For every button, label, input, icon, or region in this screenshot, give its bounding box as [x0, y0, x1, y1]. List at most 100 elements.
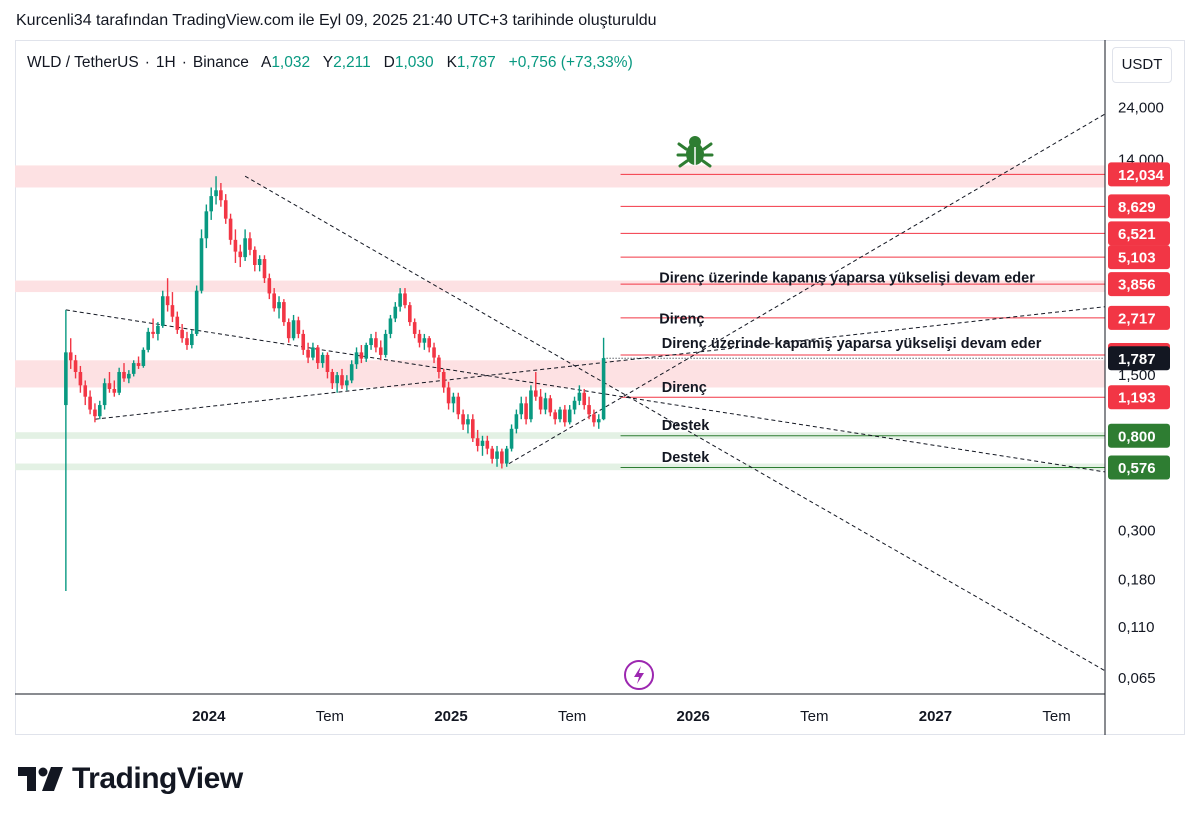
price-badge-0-bg[interactable]	[1108, 162, 1170, 187]
open-value: 1,032	[271, 54, 311, 71]
trendline-1[interactable]	[94, 306, 1106, 420]
symbol-interval[interactable]: 1H	[155, 54, 176, 71]
x-tick-label-1: Tem	[316, 708, 344, 725]
candle-body-36	[238, 251, 243, 258]
last-price-badge-bg[interactable]	[1108, 346, 1170, 371]
high-label: Y	[322, 54, 334, 71]
candle-body-64	[374, 338, 378, 348]
price-badge-7-bg[interactable]	[1108, 385, 1170, 410]
candle-body-76	[432, 347, 436, 358]
candle-body-70	[403, 293, 407, 306]
candle-body-44	[277, 302, 281, 309]
candle-body-51	[311, 347, 315, 358]
y-tick-label-0: 24,000	[1118, 100, 1164, 117]
trendline-2[interactable]	[244, 175, 1106, 672]
annotation-label-5[interactable]: Destek	[662, 450, 710, 466]
annotation-label-1[interactable]: Direnç	[659, 312, 704, 328]
candle-body-98	[538, 396, 543, 410]
candle-body-35	[233, 239, 238, 252]
trendline-3[interactable]	[508, 113, 1106, 464]
y-tick-label-4: 0,300	[1118, 522, 1156, 539]
candle-body-19	[156, 325, 160, 334]
candle-body-43	[272, 293, 276, 309]
open-label: A	[260, 54, 272, 71]
candle-body-102	[558, 409, 562, 420]
candle-body-59	[349, 364, 354, 381]
annotation-label-2[interactable]: Direnç üzerinde kapamış yaparsa yükseliş…	[662, 336, 1042, 352]
candle-body-46	[286, 322, 291, 339]
price-badge-1-label: 8,629	[1118, 199, 1156, 216]
candle-body-52	[315, 347, 320, 364]
candle-body-89	[495, 451, 499, 459]
candle-body-10	[112, 388, 117, 393]
candle-body-82	[461, 414, 465, 425]
candle-body-101	[553, 412, 557, 420]
lightning-icon[interactable]	[624, 660, 654, 690]
last-price-badge-label: 1,787	[1118, 351, 1156, 368]
candle-body-47	[291, 320, 296, 339]
price-badge-8-label: 0,800	[1118, 428, 1156, 445]
candle-body-111	[601, 358, 606, 420]
candle-body-58	[345, 380, 349, 386]
candle-body-62	[364, 345, 369, 359]
bug-icon[interactable]	[676, 136, 714, 168]
axes-layer	[15, 40, 1106, 735]
annotation-label-0[interactable]: Direnç üzerinde kapanış yaparsa yükseliş…	[659, 270, 1035, 286]
x-tick-label-5: Tem	[800, 708, 828, 725]
candle-body-105	[572, 400, 577, 410]
price-badge-5-label: 2,717	[1118, 310, 1156, 327]
candle-body-67	[388, 318, 393, 334]
candle-body-32	[219, 190, 223, 201]
annotations-layer: Direnç üzerinde kapanış yaparsa yükseliş…	[659, 270, 1041, 466]
candle-body-14	[131, 363, 136, 374]
candle-body-100	[548, 398, 553, 413]
price-badge-8-bg[interactable]	[1108, 423, 1170, 448]
candle-body-65	[378, 347, 383, 355]
candle-body-13	[127, 373, 131, 379]
candle-body-109	[592, 414, 596, 423]
candle-body-34	[228, 218, 233, 240]
candle-body-106	[577, 392, 582, 401]
candle-body-7	[97, 405, 102, 417]
x-tick-label-6: 2027	[919, 708, 952, 725]
candle-body-38	[248, 238, 252, 250]
candle-body-71	[408, 305, 412, 323]
price-badge-3-bg[interactable]	[1108, 245, 1170, 270]
symbol-exchange: Binance	[192, 54, 249, 71]
candle-body-63	[369, 338, 373, 346]
candle-body-49	[301, 333, 306, 350]
candle-body-18	[151, 331, 155, 334]
tradingview-logo-text: TradingView	[72, 762, 243, 795]
high-value: 2,211	[333, 54, 371, 71]
candle-body-55	[330, 371, 335, 384]
price-badge-7-label: 1,193	[1118, 390, 1156, 407]
candle-body-54	[325, 354, 330, 372]
candle-body-94	[519, 403, 524, 415]
candle-body-81	[456, 396, 461, 415]
price-levels-layer	[603, 173, 1105, 468]
change-value: +0,756 (+73,33%)	[508, 54, 633, 71]
currency-button[interactable]: USDT	[1112, 47, 1172, 83]
candle-body-24	[180, 329, 184, 339]
candle-body-20	[160, 296, 165, 326]
candle-body-42	[267, 278, 272, 294]
candle-body-12	[122, 371, 126, 379]
price-badge-5-bg[interactable]	[1108, 305, 1170, 330]
trendline-0[interactable]	[65, 309, 1106, 473]
candle-body-23	[175, 316, 180, 330]
candle-body-110	[596, 419, 601, 423]
annotation-label-3[interactable]: Direnç	[662, 380, 707, 396]
candle-body-75	[427, 338, 431, 348]
candle-body-4	[83, 385, 88, 397]
candle-body-87	[485, 440, 490, 449]
price-badge-2-bg[interactable]	[1108, 221, 1170, 246]
symbol-pair[interactable]: WLD / TetherUS	[27, 54, 139, 71]
price-badge-1-bg[interactable]	[1108, 194, 1170, 219]
tradingview-logo[interactable]: TradingView	[18, 762, 243, 796]
price-badge-9-bg[interactable]	[1108, 455, 1170, 480]
low-value: 1,030	[394, 54, 434, 71]
price-badge-4-bg[interactable]	[1108, 272, 1170, 297]
candle-body-29	[204, 211, 209, 239]
annotation-label-4[interactable]: Destek	[662, 418, 710, 434]
